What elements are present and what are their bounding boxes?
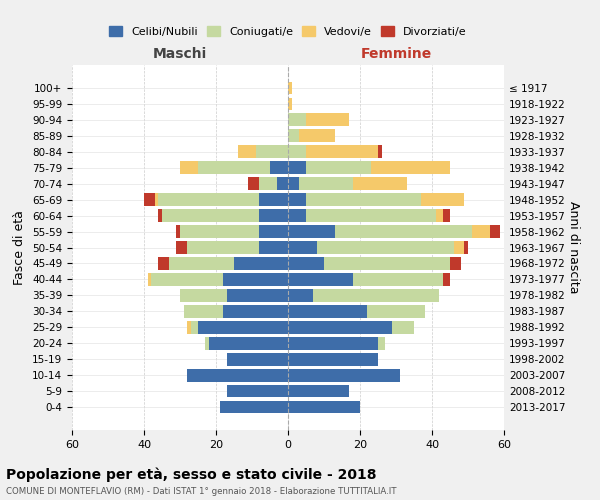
- Bar: [180, 225, 259, 238]
- Bar: [288, 194, 306, 206]
- Bar: [288, 146, 306, 158]
- Bar: [248, 178, 259, 190]
- Bar: [288, 178, 299, 190]
- Bar: [299, 178, 353, 190]
- Bar: [288, 82, 292, 94]
- Bar: [371, 162, 450, 174]
- Text: Maschi: Maschi: [153, 47, 207, 61]
- Bar: [288, 114, 306, 126]
- Bar: [421, 194, 464, 206]
- Bar: [277, 178, 288, 190]
- Bar: [223, 305, 288, 318]
- Bar: [436, 209, 443, 222]
- Bar: [313, 289, 439, 302]
- Bar: [443, 209, 450, 222]
- Bar: [288, 337, 378, 349]
- Bar: [187, 368, 288, 382]
- Bar: [288, 98, 292, 110]
- Bar: [335, 225, 472, 238]
- Bar: [288, 209, 306, 222]
- Bar: [454, 241, 464, 254]
- Bar: [158, 257, 169, 270]
- Bar: [288, 368, 400, 382]
- Bar: [306, 162, 371, 174]
- Bar: [288, 384, 349, 398]
- Bar: [176, 241, 187, 254]
- Bar: [238, 146, 256, 158]
- Bar: [220, 400, 288, 413]
- Bar: [288, 241, 317, 254]
- Bar: [288, 305, 367, 318]
- Bar: [227, 289, 288, 302]
- Bar: [259, 178, 277, 190]
- Bar: [187, 241, 259, 254]
- Bar: [169, 257, 234, 270]
- Bar: [288, 400, 360, 413]
- Bar: [259, 194, 288, 206]
- Bar: [288, 130, 299, 142]
- Bar: [259, 241, 288, 254]
- Bar: [306, 146, 378, 158]
- Y-axis label: Fasce di età: Fasce di età: [13, 210, 26, 285]
- Bar: [259, 225, 288, 238]
- Bar: [180, 289, 227, 302]
- Bar: [209, 337, 288, 349]
- Bar: [367, 305, 425, 318]
- Bar: [180, 162, 198, 174]
- Bar: [256, 146, 288, 158]
- Bar: [205, 337, 209, 349]
- Bar: [148, 273, 151, 286]
- Text: Popolazione per età, sesso e stato civile - 2018: Popolazione per età, sesso e stato civil…: [6, 468, 377, 482]
- Legend: Celibi/Nubili, Coniugati/e, Vedovi/e, Divorziati/e: Celibi/Nubili, Coniugati/e, Vedovi/e, Di…: [106, 23, 470, 40]
- Bar: [392, 321, 414, 334]
- Bar: [158, 209, 162, 222]
- Bar: [288, 273, 353, 286]
- Bar: [378, 337, 385, 349]
- Bar: [227, 353, 288, 366]
- Bar: [490, 225, 500, 238]
- Bar: [288, 225, 335, 238]
- Bar: [306, 194, 421, 206]
- Bar: [288, 162, 306, 174]
- Bar: [306, 209, 436, 222]
- Bar: [158, 194, 259, 206]
- Bar: [198, 321, 288, 334]
- Y-axis label: Anni di nascita: Anni di nascita: [566, 201, 580, 294]
- Bar: [464, 241, 468, 254]
- Text: Femmine: Femmine: [361, 47, 431, 61]
- Bar: [443, 273, 450, 286]
- Bar: [353, 178, 407, 190]
- Bar: [317, 241, 454, 254]
- Bar: [270, 162, 288, 174]
- Bar: [155, 194, 158, 206]
- Bar: [162, 209, 259, 222]
- Bar: [144, 194, 155, 206]
- Bar: [353, 273, 443, 286]
- Bar: [378, 146, 382, 158]
- Bar: [288, 321, 392, 334]
- Bar: [259, 209, 288, 222]
- Bar: [288, 257, 324, 270]
- Bar: [191, 321, 198, 334]
- Bar: [198, 162, 270, 174]
- Bar: [223, 273, 288, 286]
- Bar: [288, 289, 313, 302]
- Bar: [227, 384, 288, 398]
- Text: COMUNE DI MONTEFLAVIO (RM) - Dati ISTAT 1° gennaio 2018 - Elaborazione TUTTITALI: COMUNE DI MONTEFLAVIO (RM) - Dati ISTAT …: [6, 488, 397, 496]
- Bar: [299, 130, 335, 142]
- Bar: [176, 225, 180, 238]
- Bar: [450, 257, 461, 270]
- Bar: [187, 321, 191, 334]
- Bar: [184, 305, 223, 318]
- Bar: [472, 225, 490, 238]
- Bar: [306, 114, 349, 126]
- Bar: [234, 257, 288, 270]
- Bar: [151, 273, 223, 286]
- Bar: [324, 257, 450, 270]
- Bar: [288, 353, 378, 366]
